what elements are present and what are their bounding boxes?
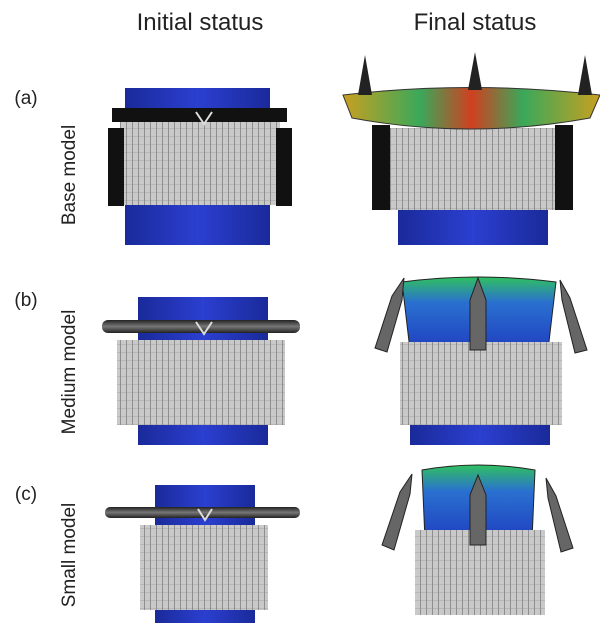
row-label: Small model <box>59 503 80 608</box>
row-label: Base model <box>59 125 80 225</box>
model-image <box>108 88 292 245</box>
row-label: Medium model <box>59 310 80 435</box>
model-image <box>343 52 600 245</box>
page: {"header": {"columns": ["Initial status"… <box>0 0 600 623</box>
model-image <box>102 297 300 445</box>
column-header: Initial status <box>137 9 264 36</box>
model-image <box>375 277 587 445</box>
column-header: Final status <box>414 9 537 36</box>
row-letter: (b) <box>14 290 37 311</box>
model-image <box>382 465 573 615</box>
figure: Initial status Final status (a) Base mod… <box>0 0 600 623</box>
row-letter: (a) <box>14 88 37 109</box>
row-letter: (c) <box>15 484 37 505</box>
model-image <box>105 485 300 623</box>
